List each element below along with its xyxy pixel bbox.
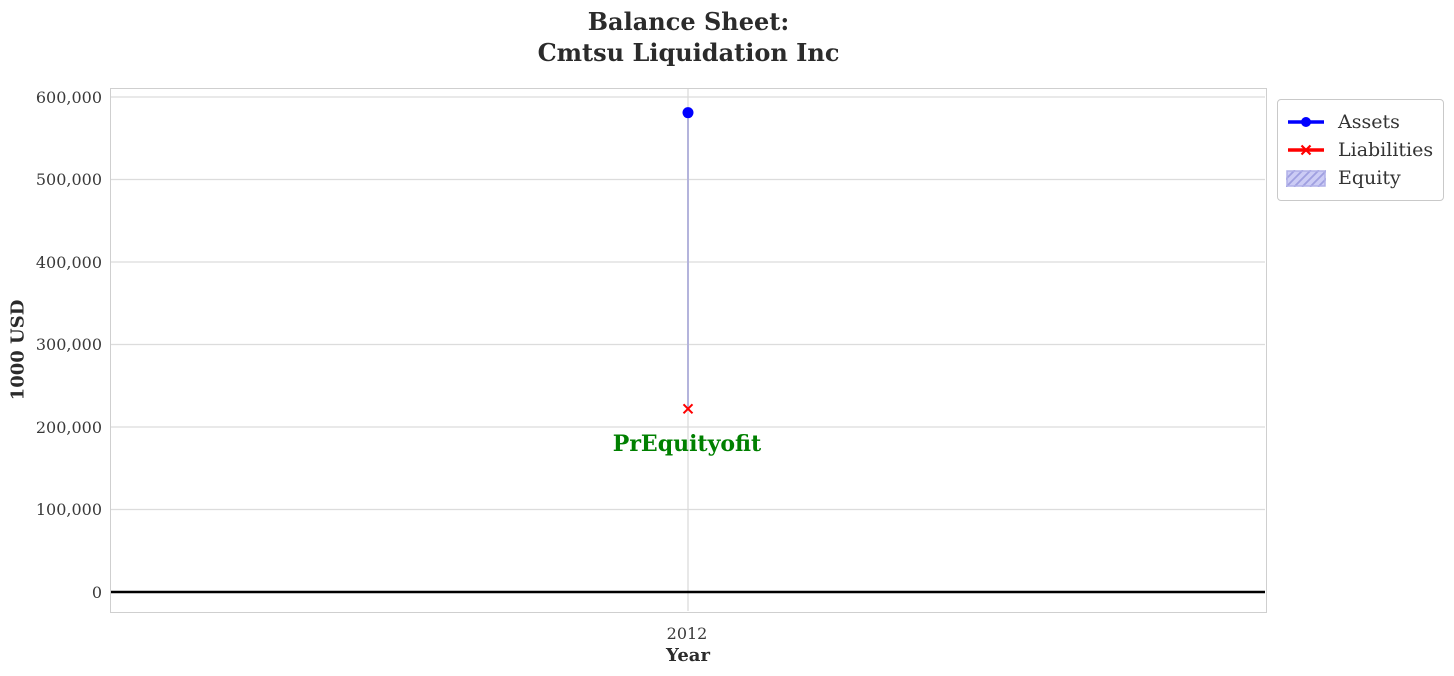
assets-data-point <box>682 107 694 119</box>
legend-row-liabilities: Liabilities <box>1286 136 1433 164</box>
y-tick-label: 500,000 <box>35 170 102 189</box>
liabilities-x-marker-icon <box>1286 141 1328 159</box>
legend-row-equity: Equity <box>1286 164 1433 192</box>
legend-label-assets: Assets <box>1338 111 1400 133</box>
y-tick-label: 400,000 <box>35 252 102 272</box>
assets-line-marker-icon <box>1286 113 1328 131</box>
y-tick-label: 200,000 <box>35 417 102 437</box>
plot-area <box>110 88 1267 613</box>
legend-row-assets: Assets <box>1286 108 1433 136</box>
x-axis-label: Year <box>666 645 710 666</box>
y-tick-label: 100,000 <box>35 500 102 519</box>
y-tick-label: 0 <box>91 582 102 602</box>
y-tick-label: 600,000 <box>35 87 102 107</box>
chart-title-line2: Cmtsu Liquidation Inc <box>537 38 840 67</box>
legend: Assets Liabilities <box>1277 99 1444 201</box>
equity-hatched-patch-icon <box>1286 169 1328 187</box>
chart-title-line1: Balance Sheet: <box>587 7 790 36</box>
legend-label-liabilities: Liabilities <box>1338 139 1434 161</box>
chart-title: Balance Sheet: Cmtsu Liquidation Inc <box>110 6 1267 68</box>
liabilities-data-point <box>682 403 694 415</box>
equity-annotation: PrEquityofit <box>612 431 762 457</box>
y-tick-label: 300,000 <box>35 335 102 354</box>
chart-canvas <box>111 89 1265 611</box>
x-tick-label: 2012 <box>666 624 708 643</box>
legend-label-equity: Equity <box>1338 167 1401 189</box>
